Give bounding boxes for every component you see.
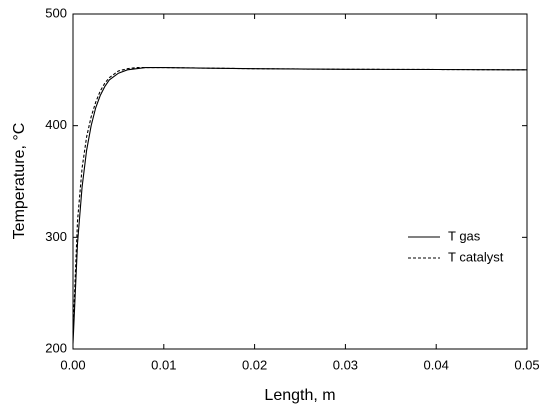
x-axis-title: Length, m: [264, 387, 335, 404]
x-tick-label: 0.03: [333, 357, 358, 372]
y-tick-label: 400: [45, 117, 67, 132]
x-tick-label: 0.02: [242, 357, 267, 372]
x-tick-label: 0.00: [60, 357, 85, 372]
x-tick-label: 0.05: [514, 357, 539, 372]
y-tick-label: 300: [45, 229, 67, 244]
legend-label: T gas: [448, 228, 481, 243]
y-tick-label: 200: [45, 340, 67, 355]
plot-frame: [72, 13, 528, 350]
x-tick-label: 0.01: [151, 357, 176, 372]
series-line: [72, 67, 528, 344]
y-axis-title: Temperature, °C: [11, 123, 28, 240]
x-tick-label: 0.04: [424, 357, 449, 372]
legend-label: T catalyst: [448, 249, 504, 264]
y-tick-label: 500: [45, 5, 67, 20]
series-line: [72, 67, 528, 333]
